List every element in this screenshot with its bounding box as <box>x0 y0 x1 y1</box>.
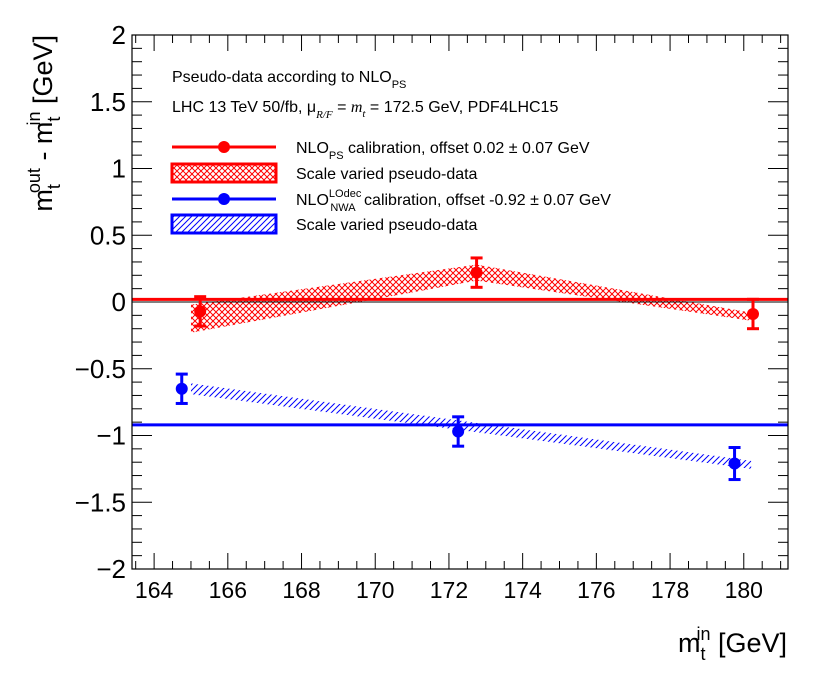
data-point <box>470 256 483 289</box>
bands <box>190 264 752 469</box>
calibration-lines <box>132 297 788 427</box>
y-tick-label: 0 <box>112 287 126 317</box>
y-axis-title: mtout - mtin [GeV] <box>24 35 64 212</box>
legend-band-swatch <box>170 213 278 235</box>
legend-entry: NLOPS calibration, offset 0.02 ± 0.07 Ge… <box>172 140 590 162</box>
point-marker <box>470 266 483 279</box>
data-point <box>746 297 759 331</box>
point-marker <box>175 382 188 395</box>
y-tick-label: 0.5 <box>90 220 126 250</box>
legend-marker <box>218 193 230 205</box>
y-tick-label: −0.5 <box>75 354 126 384</box>
x-tick-label: 176 <box>577 577 615 603</box>
legend-label: Scale varied pseudo-data <box>296 217 478 234</box>
y-axis-ticks: −2 −1.5 −1 −0.5 0 0.5 1 1.5 2 <box>75 20 788 584</box>
data-point <box>194 295 207 328</box>
point-marker <box>728 457 741 470</box>
header-line-2: LHC 13 TeV 50/fb, μR/F = mt = 172.5 GeV,… <box>172 99 558 121</box>
legend-label: NLOPS calibration, offset 0.02 ± 0.07 Ge… <box>296 140 590 162</box>
legend-entry: Scale varied pseudo-data <box>170 213 478 235</box>
y-tick-label: −2 <box>96 554 126 584</box>
legend-entry: Scale varied pseudo-data <box>170 162 478 184</box>
point-marker <box>452 425 465 438</box>
x-axis-ticks: 164 166 168 170 172 174 176 178 180 <box>135 35 782 603</box>
data-point <box>175 372 188 405</box>
legend-label: Scale varied pseudo-data <box>296 166 478 183</box>
x-tick-label: 178 <box>651 577 689 603</box>
x-tick-label: 168 <box>282 577 320 603</box>
y-tick-label: 2 <box>112 20 126 50</box>
legend-marker <box>218 141 230 153</box>
y-tick-label: −1.5 <box>75 487 126 517</box>
x-tick-label: 164 <box>135 577 174 603</box>
x-axis-title: mtin [GeV] <box>678 624 787 664</box>
point-marker <box>194 305 207 318</box>
data-point <box>728 446 741 482</box>
point-marker <box>746 308 759 321</box>
legend-band-swatch <box>170 162 278 184</box>
x-tick-label: 180 <box>725 577 763 603</box>
y-tick-label: 1.5 <box>90 87 126 117</box>
y-tick-label: −1 <box>96 421 126 451</box>
data-point <box>452 415 465 448</box>
x-tick-label: 166 <box>209 577 247 603</box>
x-tick-label: 170 <box>356 577 394 603</box>
legend-label: NLOLOdec NWA calibration, offset -0.92 ± … <box>296 188 611 214</box>
x-tick-label: 174 <box>503 577 542 603</box>
y-tick-label: 1 <box>112 154 126 184</box>
legend-entry: NLOLOdec NWA calibration, offset -0.92 ± … <box>172 188 611 214</box>
data-points <box>175 256 759 482</box>
legend: NLOPS calibration, offset 0.02 ± 0.07 Ge… <box>170 140 611 235</box>
header-line-1: Pseudo-data according to NLOPS <box>172 69 406 91</box>
x-tick-label: 172 <box>430 577 468 603</box>
